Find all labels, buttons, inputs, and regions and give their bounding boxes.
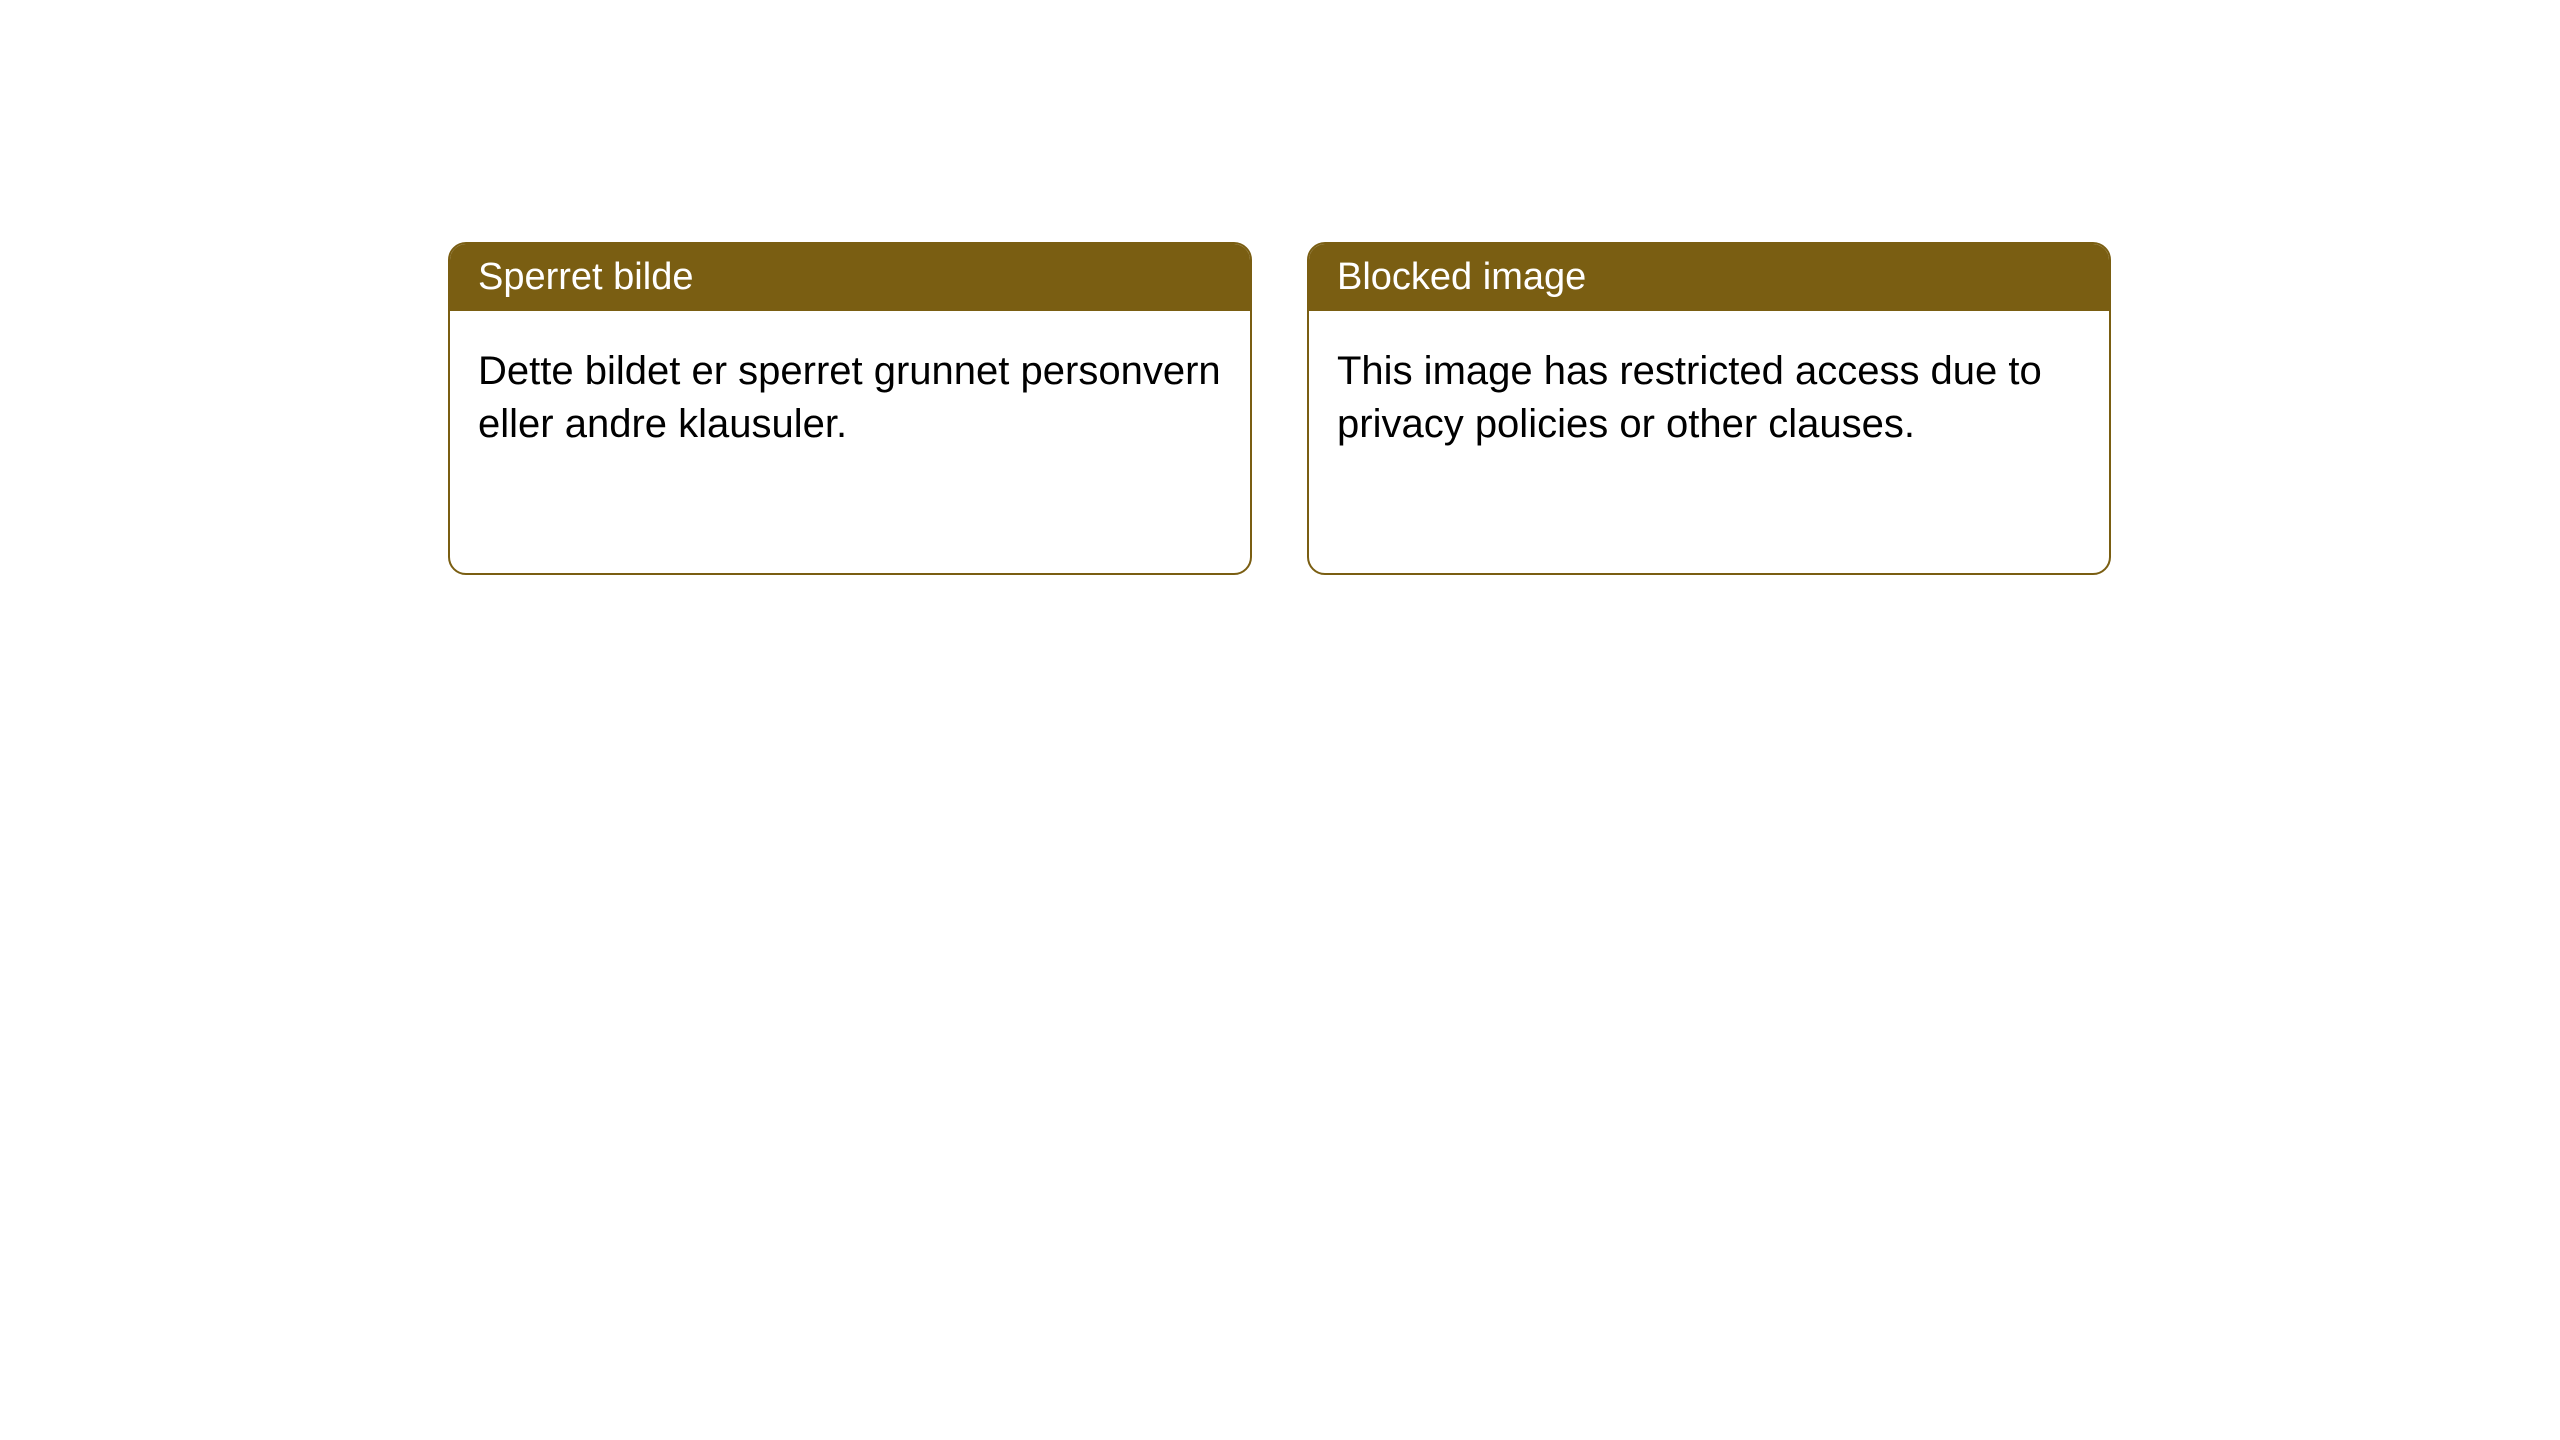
card-message: This image has restricted access due to … [1337,349,2042,446]
card-message: Dette bildet er sperret grunnet personve… [478,349,1221,446]
notice-container: Sperret bilde Dette bildet er sperret gr… [0,0,2560,575]
notice-card-norwegian: Sperret bilde Dette bildet er sperret gr… [448,242,1252,575]
card-header: Blocked image [1309,244,2109,311]
card-header: Sperret bilde [450,244,1250,311]
card-title: Sperret bilde [478,256,693,298]
notice-card-english: Blocked image This image has restricted … [1307,242,2111,575]
card-title: Blocked image [1337,256,1586,298]
card-body: Dette bildet er sperret grunnet personve… [450,311,1250,485]
card-body: This image has restricted access due to … [1309,311,2109,485]
